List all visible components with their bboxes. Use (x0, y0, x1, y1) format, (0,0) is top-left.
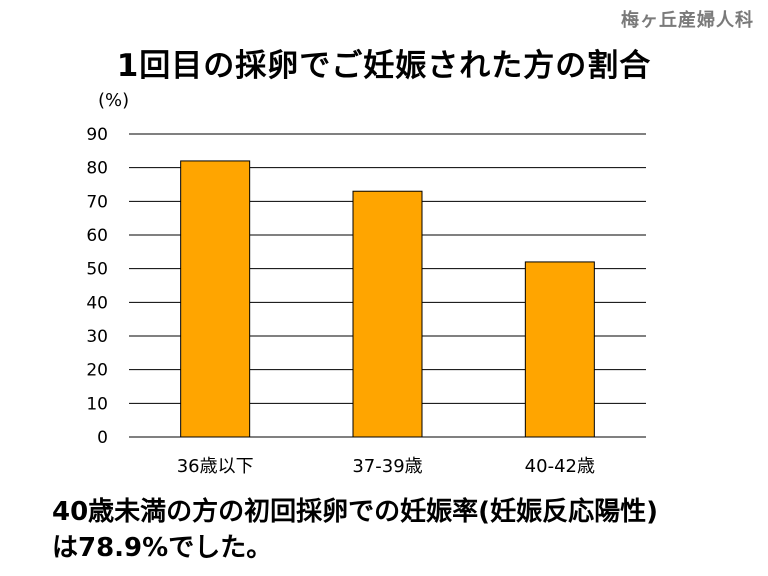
y-tick-label: 0 (97, 428, 108, 448)
y-tick-label: 50 (86, 260, 108, 280)
y-tick-label: 20 (86, 361, 108, 381)
y-tick-label: 10 (86, 394, 108, 414)
x-tick-label: 36歳以下 (177, 456, 254, 477)
bar-chart: 0 10 20 30 40 50 60 70 80 90 36歳以下 37-39歳 40-42歳 (86, 125, 646, 477)
bars (180, 160, 595, 438)
chart-title: 1回目の採卵でご妊娠された方の割合 (116, 48, 652, 84)
y-axis-unit-label: (%) (98, 90, 130, 111)
x-tick-label: 40-42歳 (525, 456, 595, 477)
bar-2 (352, 190, 423, 438)
y-tick-label: 80 (86, 159, 108, 179)
bar-1 (180, 160, 251, 438)
x-tick-label: 37-39歳 (352, 456, 422, 477)
y-tick-label: 40 (86, 293, 108, 313)
y-tick-label: 30 (86, 327, 108, 347)
x-tick-labels: 36歳以下 37-39歳 40-42歳 (177, 456, 595, 477)
y-tick-labels: 0 10 20 30 40 50 60 70 80 90 (86, 125, 108, 448)
y-tick-label: 70 (86, 192, 108, 212)
conclusion-line-1: 40歳未満の方の初回採卵での妊娠率(妊娠反応陽性) (52, 497, 658, 527)
clinic-brand: 梅ヶ丘産婦人科 (621, 10, 754, 31)
bar-3 (524, 261, 595, 438)
y-tick-label: 60 (86, 226, 108, 246)
y-tick-label: 90 (86, 125, 108, 145)
conclusion-line-2: は78.9%でした。 (52, 533, 273, 563)
conclusion-text: 40歳未満の方の初回採卵での妊娠率(妊娠反応陽性) は78.9%でした。 (52, 494, 658, 566)
